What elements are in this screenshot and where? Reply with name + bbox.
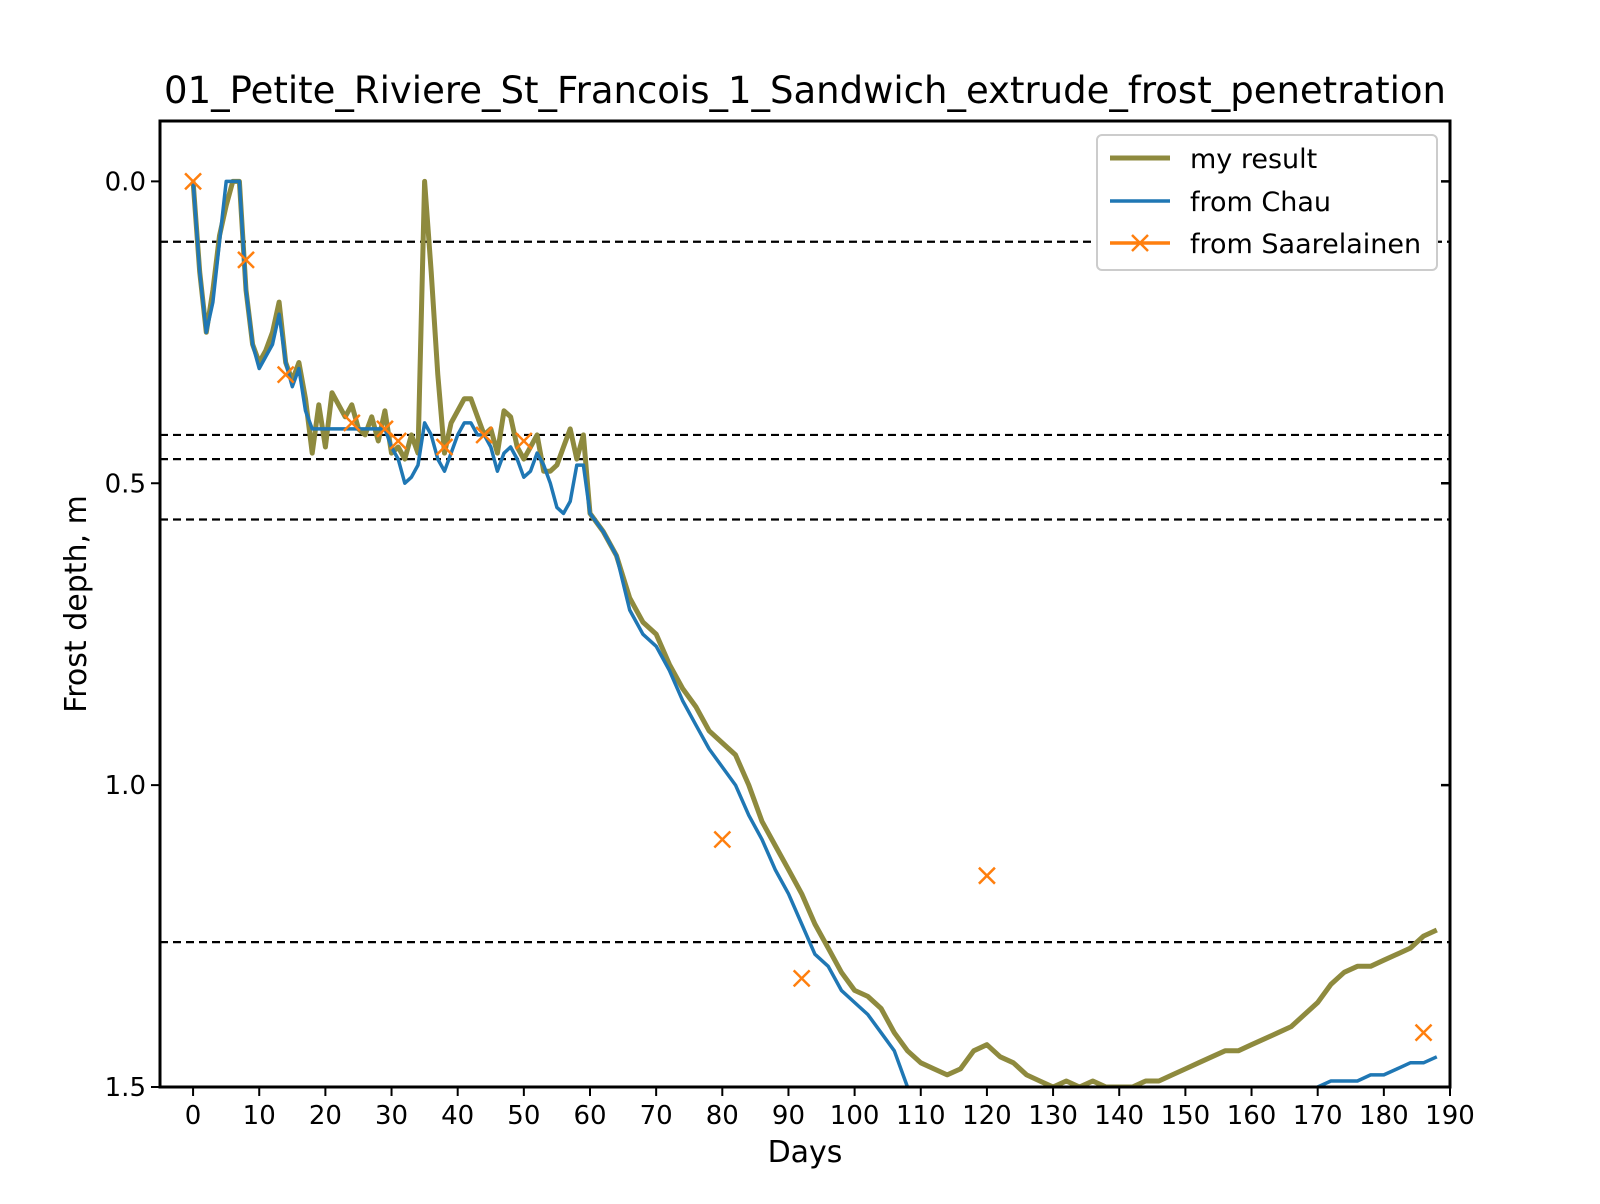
legend-label-from-saarelainen: from Saarelainen [1190, 229, 1421, 260]
y-tick-label: 1.5 [105, 1073, 146, 1103]
x-tick-label: 150 [1161, 1101, 1211, 1131]
x-tick-label: 50 [507, 1101, 540, 1131]
x-tick-label: 60 [573, 1101, 606, 1131]
reference-lines [160, 240, 1450, 944]
marker-from-saarelainen-6 [435, 438, 454, 456]
x-tick-label: 110 [896, 1101, 946, 1131]
chart-title: 01_Petite_Riviere_St_Francois_1_Sandwich… [164, 69, 1446, 112]
marker-from-saarelainen-1 [237, 250, 255, 269]
x-tick-label: 20 [309, 1101, 342, 1131]
x-tick-label: 100 [830, 1101, 880, 1131]
legend-marker-x-icon [1131, 234, 1149, 252]
marker-from-saarelainen-7 [475, 426, 494, 444]
x-tick-label: 160 [1227, 1101, 1277, 1131]
legend-label-my-result: my result [1190, 144, 1317, 175]
marker-from-saarelainen-9 [713, 830, 732, 849]
y-axis: 0.0 0.5 1.0 1.5 [105, 167, 1450, 1103]
marker-from-saarelainen-8 [514, 432, 533, 450]
x-tick-label: 90 [772, 1101, 805, 1131]
marker-from-saarelainen-2 [276, 365, 295, 384]
x-tick-label: 190 [1425, 1101, 1475, 1131]
legend: my result from Chau from Saarelainen [1096, 134, 1438, 271]
x-tick-label: 40 [441, 1101, 474, 1131]
x-tick-label: 170 [1293, 1101, 1343, 1131]
x-axis-label: Days [768, 1135, 843, 1170]
series-lines [190, 178, 1438, 1087]
x-tick-label: 70 [640, 1101, 673, 1131]
x-axis: 0 10 20 30 40 50 60 70 80 90 100 110 120 130 140 150 160… [185, 1087, 1475, 1131]
legend-box [1096, 134, 1438, 271]
marker-from-saarelainen-0 [184, 172, 202, 191]
plot-frame [158, 119, 1452, 1089]
x-tick-label: 180 [1359, 1101, 1409, 1131]
x-tick-label: 140 [1094, 1101, 1144, 1131]
legend-label-from-chau: from Chau [1190, 187, 1331, 218]
x-tick-label: 0 [185, 1101, 202, 1131]
x-tick-label: 130 [1028, 1101, 1078, 1131]
marker-from-saarelainen-3 [342, 413, 361, 432]
marker-from-saarelainen-12 [1414, 1023, 1433, 1042]
x-tick-label: 80 [706, 1101, 739, 1131]
marker-from-saarelainen-10 [792, 969, 811, 988]
y-axis-label: Frost depth, m [59, 495, 94, 713]
series-line-from-chau [191, 179, 1438, 1087]
x-tick-label: 10 [243, 1101, 276, 1131]
x-tick-label: 120 [962, 1101, 1012, 1131]
marker-from-saarelainen-5 [389, 432, 408, 450]
y-tick-label: 0.0 [105, 167, 146, 197]
x-tick-label: 30 [375, 1101, 408, 1131]
marker-from-saarelainen-11 [978, 866, 996, 885]
y-tick-label: 1.0 [105, 771, 146, 801]
series-markers [184, 172, 1433, 1042]
y-tick-label: 0.5 [105, 469, 146, 499]
